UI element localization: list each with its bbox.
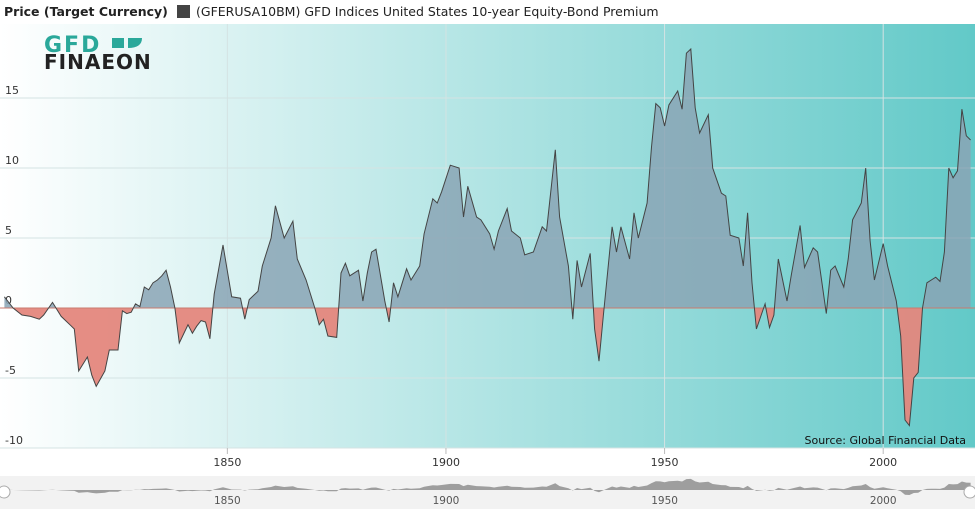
source-note: Source: Global Financial Data	[805, 434, 967, 447]
plot	[0, 47, 975, 427]
y-tick-label: -5	[5, 364, 16, 377]
x-tick-label: 1900	[432, 456, 460, 469]
logo-top: GFD	[44, 33, 101, 58]
area-negative	[4, 308, 971, 426]
navigator[interactable]	[0, 476, 975, 509]
y-tick-label: 10	[5, 154, 19, 167]
navigator-handle[interactable]	[963, 485, 975, 499]
x-tick-label: 2000	[869, 456, 897, 469]
navigator-tick-label: 1850	[214, 495, 241, 507]
navigator-tick-label: 2000	[870, 495, 897, 507]
navigator-series: 1850 1900 1950 2000	[4, 478, 971, 507]
y-tick-label: 15	[5, 84, 19, 97]
y-tick-label: 5	[5, 224, 12, 237]
area-positive	[4, 49, 971, 308]
navigator-tick-label: 1900	[433, 495, 460, 507]
navigator-handle[interactable]	[0, 485, 11, 499]
x-tick-label: 1950	[651, 456, 679, 469]
legend-label[interactable]: (GFERUSA10BM) GFD Indices United States …	[196, 4, 659, 19]
y-tick-label: -10	[5, 434, 23, 447]
logo-leaf	[112, 38, 142, 48]
y-tick-label: 0	[5, 294, 12, 307]
navigator-area	[4, 478, 971, 495]
y-axis-title: Price (Target Currency)	[4, 4, 168, 19]
legend-swatch	[177, 5, 190, 18]
x-tick-label: 1850	[213, 456, 241, 469]
logo-bottom: FINAEON	[44, 50, 152, 74]
header-bg	[0, 0, 975, 24]
navigator-tick-label: 1950	[651, 495, 678, 507]
series-line	[4, 47, 971, 427]
